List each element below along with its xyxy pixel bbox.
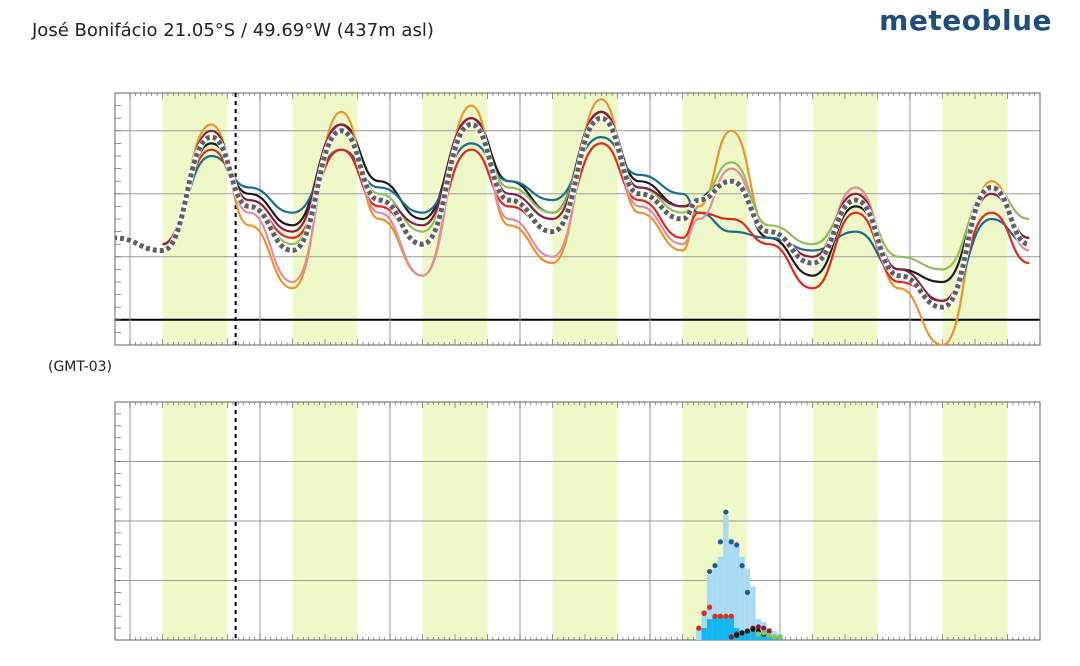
precip-likely-bar [761,634,767,640]
precip-model-point [766,632,772,638]
precip-range-bar [696,628,702,640]
meteoblue-logo[interactable]: meteoblue [879,4,1052,37]
precip-likely-bar [701,628,707,640]
precip-likely-bar [739,631,745,640]
precip-model-point [744,628,751,634]
temperature-series [115,98,1031,345]
precip-model-point [761,630,767,636]
precip-model-point [728,634,734,640]
precip-likely-bar [728,616,734,640]
precip-model-point [723,613,729,619]
precip-model-point [734,542,740,548]
precip-model-point [761,625,767,631]
precip-model-point [712,613,718,619]
precip-range-bar [723,515,729,640]
precip-range-bar [733,544,740,640]
precip-range-bar [717,556,724,640]
precipitation-bars [696,509,783,640]
precip-model-point [717,613,724,619]
precip-likely-bar [723,616,729,640]
precip-model-point [712,563,718,569]
precip-model-point [728,539,734,545]
precip-model-point [755,631,761,637]
precip-model-point [696,625,702,631]
temperature-panel [114,92,1041,346]
plot-frame [114,92,1041,346]
precip-range-bar [739,556,745,640]
mean-temperature-line [115,115,1030,310]
daylight-band [162,93,228,345]
plot-frame [114,401,1041,641]
timezone-label: (GMT-03) [48,359,112,375]
precip-model-point [755,624,761,630]
precip-model-point [728,613,734,619]
precip-range-bar [712,568,718,640]
precip-likely-bar [712,616,718,640]
precip-model-point [766,628,772,634]
precip-model-point [777,634,783,640]
precip-range-bar [701,610,707,640]
precip-likely-bar [744,631,751,640]
precip-model-point [723,509,729,515]
precip-model-point [771,634,778,640]
precip-model-point [739,630,745,636]
precip-model-point [739,563,745,569]
precip-range-bar [750,586,756,640]
location-title: José Bonifácio 21.05°S / 49.69°W (437m a… [32,20,434,41]
precip-likely-bar [717,616,724,640]
precip-model-point [717,539,724,545]
precip-model-point [706,604,713,610]
precipitation-panel [114,401,1041,641]
precip-model-point [701,610,707,616]
precip-model-point [750,626,756,632]
precip-range-bar [744,568,751,640]
precip-model-point [734,632,740,638]
precip-likely-bar [706,619,713,640]
precip-range-bar [728,538,734,640]
precip-likely-bar [750,631,756,640]
precip-model-point [706,568,713,575]
precip-model-point [744,589,751,596]
daylight-band [422,93,488,345]
